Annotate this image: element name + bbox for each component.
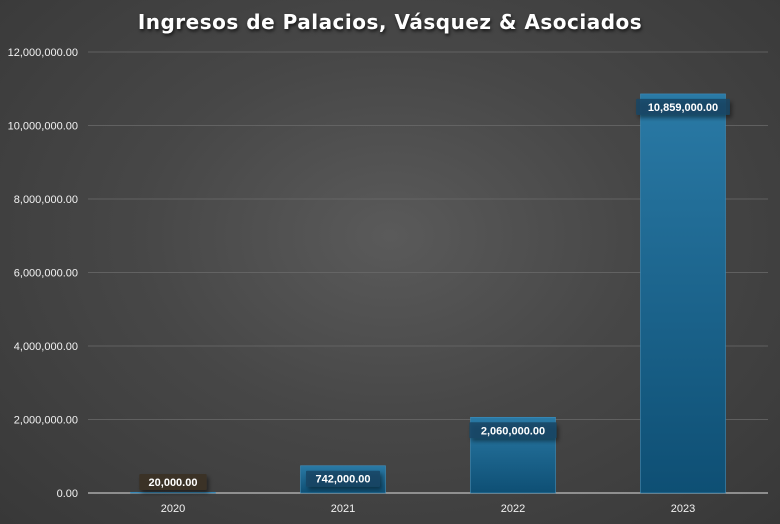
data-label: 20,000.00 xyxy=(149,477,198,489)
chart-title: Ingresos de Palacios, Vásquez & Asociado… xyxy=(137,10,643,34)
x-tick-label: 2020 xyxy=(161,503,185,515)
data-label-box xyxy=(636,98,730,115)
x-axis: 2020 2021 2022 2023 xyxy=(161,503,695,515)
data-label-box xyxy=(306,470,380,487)
y-tick-label: 8,000,000.00 xyxy=(14,194,78,206)
y-axis: 0.00 2,000,000.00 4,000,000.00 6,000,000.00… xyxy=(8,47,78,500)
x-tick-label: 2022 xyxy=(501,503,525,515)
data-label-box xyxy=(139,474,207,490)
data-label-box xyxy=(469,422,557,439)
y-tick-label: 6,000,000.00 xyxy=(14,268,78,280)
data-label-2021: 742,000.00 xyxy=(306,470,380,487)
data-label: 10,859,000.00 xyxy=(648,102,718,114)
bar-2023 xyxy=(640,93,726,494)
x-tick-label: 2021 xyxy=(331,503,355,515)
data-label-2020: 20,000.00 xyxy=(139,474,207,490)
bar-2020 xyxy=(130,491,216,494)
data-label: 742,000.00 xyxy=(315,474,370,486)
data-label-2023: 10,859,000.00 xyxy=(636,98,730,115)
x-tick-label: 2023 xyxy=(671,503,695,515)
bars xyxy=(130,93,726,494)
y-tick-label: 0.00 xyxy=(57,488,78,500)
data-labels: 20,000.00 742,000.00 2,060,000.00 10,859,00… xyxy=(139,98,730,490)
data-label: 2,060,000.00 xyxy=(481,425,545,437)
data-label-2022: 2,060,000.00 xyxy=(469,422,557,439)
y-tick-label: 10,000,000.00 xyxy=(8,121,78,133)
y-tick-label: 4,000,000.00 xyxy=(14,341,78,353)
y-tick-label: 12,000,000.00 xyxy=(8,47,78,59)
y-tick-label: 2,000,000.00 xyxy=(14,415,78,427)
